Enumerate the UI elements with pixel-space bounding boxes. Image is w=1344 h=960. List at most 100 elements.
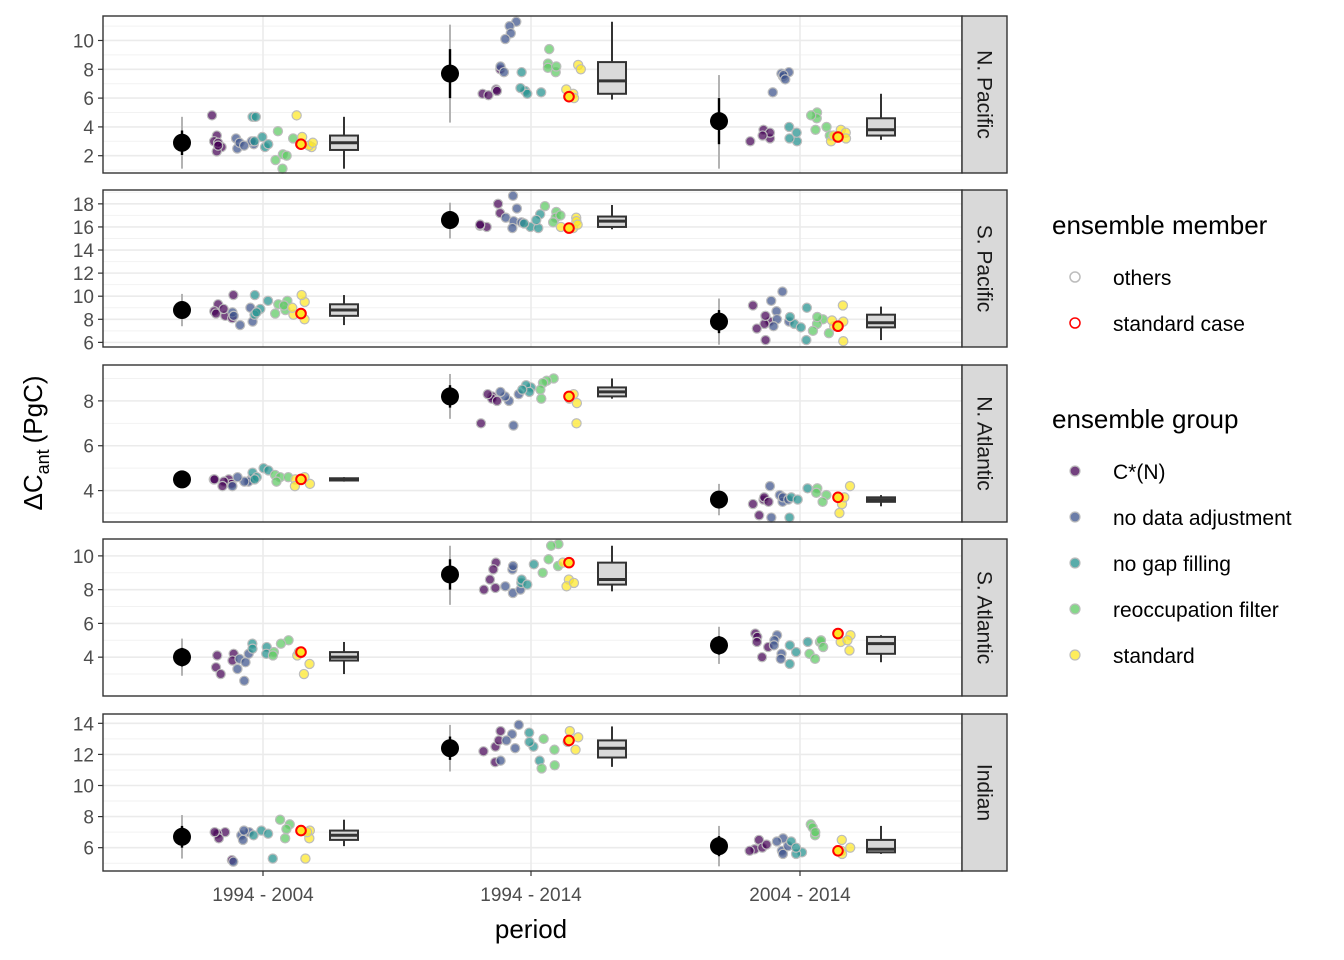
y-tick-label: 2	[83, 147, 94, 168]
member-point	[791, 127, 802, 138]
mean-point	[173, 301, 191, 320]
panel-indian: 6 8 10 12 14 Indian 1994 - 2004 1994 - 2014 2004…	[73, 713, 1008, 906]
member-point	[287, 302, 298, 313]
box-iqr	[866, 117, 896, 137]
member-point	[304, 478, 316, 490]
member-point	[210, 308, 222, 319]
mean-point	[173, 470, 191, 489]
legend-label-group: C*(N)	[1113, 461, 1166, 484]
member-point	[249, 474, 260, 485]
member-point	[747, 300, 759, 311]
y-tick-label: 12	[73, 745, 94, 766]
member-point	[267, 650, 279, 661]
member-point	[811, 487, 822, 499]
member-point	[845, 842, 856, 853]
member-point	[279, 833, 291, 844]
member-point	[507, 560, 519, 572]
member-point	[836, 834, 847, 846]
member-point	[517, 384, 528, 395]
member-point	[281, 823, 292, 835]
member-point	[783, 121, 795, 133]
y-tick-label: 10	[73, 287, 94, 308]
member-point	[500, 33, 511, 45]
member-point	[296, 289, 307, 301]
y-tick-label: 6	[83, 333, 94, 354]
box-iqr	[597, 61, 627, 95]
member-point	[228, 310, 239, 322]
period-group-2	[710, 626, 896, 670]
period-group-1	[441, 538, 627, 605]
member-point	[817, 496, 828, 508]
member-point	[307, 137, 319, 148]
member-point	[780, 74, 791, 85]
y-tick-label: 10	[73, 547, 94, 568]
member-point	[572, 732, 584, 743]
member-point	[795, 322, 807, 333]
y-axis-title: ΔCant (PgC)	[18, 375, 53, 510]
member-point	[837, 300, 849, 311]
member-point	[515, 82, 526, 94]
period-group-0	[173, 289, 359, 331]
y-tick-label: 16	[73, 218, 94, 239]
member-point	[291, 110, 302, 121]
member-point	[777, 286, 788, 297]
member-point	[270, 154, 281, 166]
mean-point	[441, 64, 459, 83]
member-point	[209, 474, 220, 485]
member-point	[507, 222, 518, 234]
x-tick-label: 1994 - 2004	[212, 885, 314, 906]
facet-strip	[961, 364, 1008, 523]
member-point	[238, 825, 250, 836]
member-point	[768, 321, 779, 332]
standard-case-point	[832, 627, 844, 640]
period-group-2	[710, 480, 896, 523]
period-group-1	[441, 719, 627, 774]
member-point	[271, 476, 282, 487]
standard-case-point	[832, 844, 844, 857]
standard-case-point	[295, 646, 307, 658]
member-point	[809, 653, 821, 665]
y-axis-title-subscript: ant	[33, 449, 53, 474]
member-point	[482, 388, 493, 400]
panel-n-pacific: 2 4 6 8 10 N. Pacific	[73, 15, 1008, 174]
member-point	[844, 645, 855, 656]
member-point	[277, 163, 288, 174]
member-point	[801, 334, 812, 346]
legend-label-group: standard	[1113, 645, 1195, 668]
box-iqr	[597, 561, 627, 586]
standard-case-point	[295, 307, 307, 320]
legend-key-group	[1069, 557, 1081, 569]
member-point	[248, 830, 259, 841]
member-point	[209, 826, 220, 838]
member-point	[745, 136, 756, 147]
member-point	[475, 418, 487, 429]
member-point	[571, 397, 583, 409]
member-point	[474, 219, 486, 230]
standard-case-point	[832, 491, 844, 504]
y-tick-label: 8	[83, 310, 94, 331]
member-point	[756, 651, 768, 663]
standard-case-point	[295, 473, 307, 486]
member-point	[507, 190, 519, 201]
member-point	[757, 130, 768, 141]
facet-strip	[961, 189, 1008, 348]
member-point	[784, 133, 795, 144]
member-point	[274, 814, 286, 825]
member-point	[249, 136, 260, 147]
legend-title-member: ensemble member	[1052, 210, 1268, 240]
member-point	[234, 319, 246, 331]
x-tick-label: 2004 - 2014	[749, 885, 851, 906]
member-point	[777, 848, 789, 860]
x-tick-label: 1994 - 2014	[480, 885, 582, 906]
member-point	[555, 210, 566, 221]
member-point	[217, 480, 228, 492]
member-point	[766, 512, 777, 523]
member-point	[491, 85, 503, 97]
y-tick-label: 14	[73, 714, 95, 735]
member-point	[228, 856, 239, 867]
y-tick-label: 10	[73, 777, 94, 798]
member-point	[753, 510, 765, 521]
period-group-1	[441, 16, 627, 123]
member-point	[228, 289, 239, 301]
legend-title-group: ensemble group	[1052, 404, 1238, 434]
